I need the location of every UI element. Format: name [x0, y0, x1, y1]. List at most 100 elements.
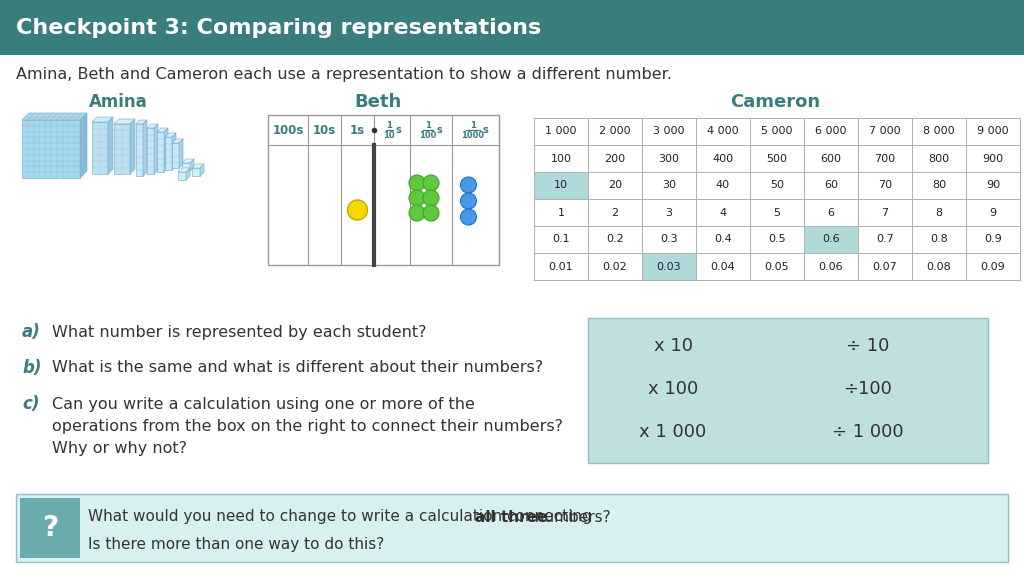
Text: 700: 700 [874, 153, 896, 164]
Text: What would you need to change to write a calculation connecting: What would you need to change to write a… [88, 510, 597, 525]
Text: 40: 40 [716, 180, 730, 191]
Text: 0.2: 0.2 [606, 234, 624, 244]
Text: 5 000: 5 000 [761, 127, 793, 137]
Text: 6 000: 6 000 [815, 127, 847, 137]
Text: s: s [436, 125, 442, 135]
Polygon shape [130, 119, 135, 174]
Polygon shape [190, 159, 194, 171]
Circle shape [423, 175, 439, 191]
Polygon shape [200, 164, 204, 176]
Text: 50: 50 [770, 180, 784, 191]
Text: 20: 20 [608, 180, 622, 191]
Circle shape [461, 193, 476, 209]
Circle shape [409, 175, 425, 191]
Text: 100: 100 [551, 153, 571, 164]
Text: 90: 90 [986, 180, 1000, 191]
Text: 0.6: 0.6 [822, 234, 840, 244]
Bar [588, 318, 988, 463]
Bar [136, 124, 143, 176]
Polygon shape [143, 120, 147, 176]
Polygon shape [178, 168, 190, 172]
Text: 0.01: 0.01 [549, 262, 573, 271]
Circle shape [423, 190, 439, 206]
Text: ÷100: ÷100 [844, 380, 893, 398]
Polygon shape [108, 117, 113, 174]
Polygon shape [22, 113, 87, 120]
Text: Why or why not?: Why or why not? [52, 441, 187, 456]
Text: 600: 600 [820, 153, 842, 164]
Text: numbers?: numbers? [529, 510, 610, 525]
Text: operations from the box on the right to connect their numbers?: operations from the box on the right to … [52, 419, 563, 434]
Text: Amina, Beth and Cameron each use a representation to show a different number.: Amina, Beth and Cameron each use a repre… [16, 67, 672, 82]
Text: 1: 1 [386, 122, 392, 131]
Text: 0.8: 0.8 [930, 234, 948, 244]
Text: 0.08: 0.08 [927, 262, 951, 271]
Text: 30: 30 [662, 180, 676, 191]
Text: Checkpoint 3: Comparing representations: Checkpoint 3: Comparing representations [16, 18, 542, 38]
Text: 2 000: 2 000 [599, 127, 631, 137]
Text: 4 000: 4 000 [708, 127, 738, 137]
Bar [268, 115, 499, 265]
Text: 10s: 10s [313, 123, 336, 137]
Bar [182, 163, 190, 171]
Circle shape [423, 205, 439, 221]
Text: 500: 500 [767, 153, 787, 164]
Polygon shape [193, 164, 204, 168]
Bar [147, 128, 154, 174]
Circle shape [409, 205, 425, 221]
Polygon shape [157, 128, 168, 132]
Text: ÷ 1 000: ÷ 1 000 [833, 423, 904, 441]
Polygon shape [114, 119, 135, 124]
Polygon shape [147, 124, 158, 128]
Polygon shape [172, 139, 183, 143]
Polygon shape [136, 120, 147, 124]
Bar [805, 226, 857, 252]
Bar [0, 0, 1024, 55]
Text: 0.9: 0.9 [984, 234, 1001, 244]
Text: 5: 5 [773, 207, 780, 218]
Bar [642, 253, 695, 279]
Text: 1000: 1000 [461, 131, 484, 139]
Polygon shape [182, 159, 194, 163]
Polygon shape [179, 139, 183, 168]
Text: 10: 10 [554, 180, 568, 191]
Text: 0.7: 0.7 [877, 234, 894, 244]
Text: What number is represented by each student?: What number is represented by each stude… [52, 324, 427, 339]
Text: 100: 100 [419, 131, 436, 139]
Text: 1: 1 [557, 207, 564, 218]
Text: 800: 800 [929, 153, 949, 164]
Circle shape [409, 190, 425, 206]
Text: 70: 70 [878, 180, 892, 191]
Text: 3 000: 3 000 [653, 127, 685, 137]
Text: s: s [482, 125, 488, 135]
Polygon shape [186, 168, 190, 180]
Text: 8: 8 [936, 207, 942, 218]
Text: 80: 80 [932, 180, 946, 191]
Text: 3: 3 [666, 207, 673, 218]
Text: 300: 300 [658, 153, 680, 164]
Text: 1: 1 [425, 122, 431, 131]
Text: 7: 7 [882, 207, 889, 218]
Bar [92, 122, 108, 174]
Text: c): c) [22, 395, 40, 413]
Text: 2: 2 [611, 207, 618, 218]
Polygon shape [80, 113, 87, 178]
Text: 400: 400 [713, 153, 733, 164]
Text: 60: 60 [824, 180, 838, 191]
Text: 9 000: 9 000 [977, 127, 1009, 137]
Text: 7 000: 7 000 [869, 127, 901, 137]
Text: Beth: Beth [354, 93, 401, 111]
Circle shape [461, 209, 476, 225]
Polygon shape [164, 128, 168, 172]
Text: 1s: 1s [350, 123, 366, 137]
Text: 0.07: 0.07 [872, 262, 897, 271]
Bar [534, 118, 1020, 280]
Text: 9: 9 [989, 207, 996, 218]
Text: 4: 4 [720, 207, 727, 218]
Text: 900: 900 [982, 153, 1004, 164]
Text: 8 000: 8 000 [924, 127, 954, 137]
Text: x 1 000: x 1 000 [639, 423, 707, 441]
Text: Amina: Amina [89, 93, 147, 111]
Bar [165, 137, 172, 170]
Circle shape [347, 200, 368, 220]
